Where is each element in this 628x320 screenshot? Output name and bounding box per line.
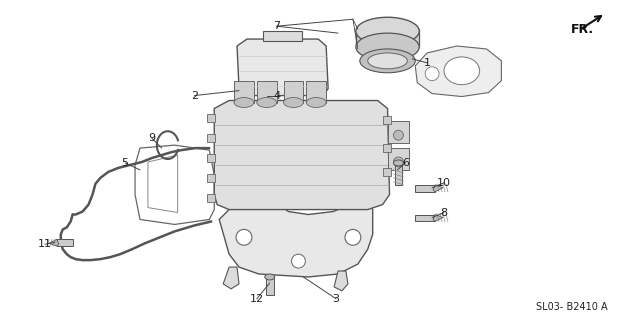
Ellipse shape: [444, 57, 480, 85]
Text: 5: 5: [122, 158, 129, 168]
Bar: [207, 154, 215, 162]
Circle shape: [394, 157, 403, 167]
Circle shape: [394, 130, 403, 140]
Circle shape: [425, 67, 439, 81]
Bar: [415, 214, 435, 221]
Bar: [387, 121, 409, 143]
Text: 3: 3: [333, 294, 340, 304]
Polygon shape: [49, 239, 59, 246]
Bar: [207, 194, 215, 202]
Circle shape: [236, 229, 252, 245]
Bar: [387, 148, 409, 170]
Bar: [356, 29, 420, 47]
Polygon shape: [433, 214, 443, 221]
Ellipse shape: [257, 98, 277, 108]
Text: 2: 2: [191, 91, 198, 100]
Bar: [257, 81, 277, 102]
Text: FR.: FR.: [571, 23, 594, 36]
Ellipse shape: [356, 17, 420, 45]
Circle shape: [291, 254, 305, 268]
Bar: [207, 174, 215, 182]
Bar: [234, 81, 254, 102]
Polygon shape: [415, 46, 501, 97]
Bar: [382, 116, 391, 124]
Circle shape: [345, 229, 361, 245]
Text: 6: 6: [402, 158, 409, 168]
Polygon shape: [214, 100, 389, 210]
Polygon shape: [334, 271, 348, 291]
Text: 9: 9: [148, 133, 156, 143]
Bar: [382, 144, 391, 152]
Text: SL03- B2410 A: SL03- B2410 A: [536, 302, 608, 312]
Text: 10: 10: [437, 178, 451, 188]
Ellipse shape: [265, 274, 274, 280]
Polygon shape: [433, 185, 443, 192]
Bar: [207, 134, 215, 142]
Bar: [415, 185, 435, 192]
Ellipse shape: [394, 160, 403, 166]
Bar: [266, 277, 274, 295]
Bar: [207, 114, 215, 122]
Bar: [284, 81, 303, 102]
Ellipse shape: [356, 33, 420, 61]
Ellipse shape: [234, 98, 254, 108]
Polygon shape: [223, 267, 239, 289]
Bar: [382, 168, 391, 176]
Text: 1: 1: [424, 58, 431, 68]
Bar: [57, 239, 73, 246]
Text: 7: 7: [273, 21, 280, 31]
Ellipse shape: [284, 98, 303, 108]
Text: 11: 11: [38, 239, 52, 249]
Ellipse shape: [360, 49, 415, 73]
Ellipse shape: [368, 53, 408, 69]
Bar: [263, 31, 303, 41]
Text: 12: 12: [250, 294, 264, 304]
Polygon shape: [237, 39, 328, 96]
Bar: [306, 81, 326, 102]
Text: 4: 4: [273, 91, 280, 100]
Polygon shape: [219, 193, 372, 277]
Text: 8: 8: [440, 208, 448, 218]
Bar: [396, 165, 403, 185]
Ellipse shape: [306, 98, 326, 108]
